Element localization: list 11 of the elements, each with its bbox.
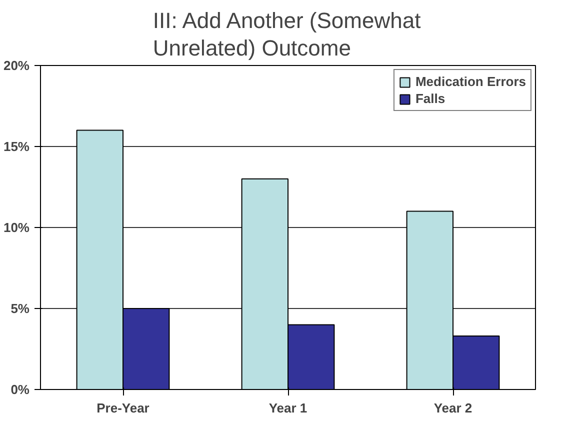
y-tick-label: 5% [10, 301, 30, 316]
legend-label: Medication Errors [415, 74, 526, 89]
y-tick-label: 0% [10, 382, 30, 397]
y-tick-label: 10% [3, 220, 30, 235]
y-tick-label: 15% [3, 139, 30, 154]
x-tick-label: Year 2 [434, 400, 472, 416]
legend-label: Falls [415, 91, 446, 106]
y-tick-label: 20% [3, 58, 30, 73]
chart-title: III: Add Another (Somewhat Unrelated) Outcome [152, 8, 421, 60]
x-tick-label: Year 1 [268, 400, 308, 416]
x-tick-label: Pre-Year [96, 400, 150, 416]
